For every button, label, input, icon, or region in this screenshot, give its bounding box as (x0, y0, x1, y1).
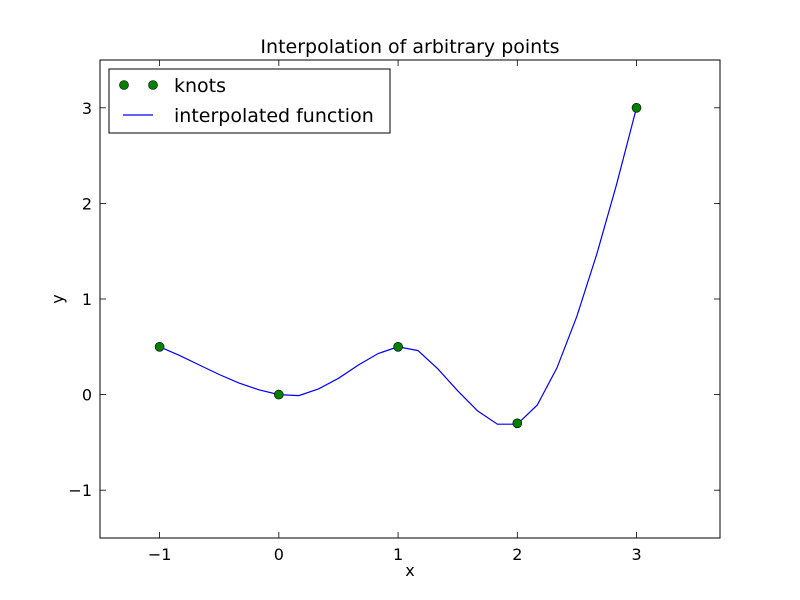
interpolated-function-line (159, 107, 638, 425)
knot-point-2 (393, 341, 403, 352)
y-tick-label-2: 1 (82, 290, 92, 309)
legend-knots-marker-1 (119, 80, 129, 90)
y-tick-label-1: 0 (82, 386, 92, 405)
x-tick-label-2: 1 (393, 545, 403, 564)
legend-label-interpolated: interpolated function (174, 105, 374, 127)
x-tick-label-1: 0 (274, 545, 284, 564)
legend-label-knots: knots (174, 75, 226, 97)
y-tick-label-0: −1 (68, 481, 92, 500)
legend-box (108, 68, 391, 134)
axis-ticks: −1 0 1 2 3 −1 0 1 2 3 (68, 60, 720, 564)
x-tick-label-0: −1 (148, 545, 172, 564)
chart-title: Interpolation of arbitrary points (260, 36, 559, 58)
knot-point-3 (512, 418, 523, 429)
x-tick-label-4: 3 (631, 545, 641, 564)
x-tick-label-3: 2 (512, 545, 522, 564)
legend-knots-marker-2 (148, 80, 158, 90)
knot-point-1 (273, 389, 284, 400)
knot-point-4 (631, 103, 642, 113)
knot-point-0 (154, 341, 165, 352)
y-tick-label-3: 2 (82, 194, 92, 213)
y-tick-label-4: 3 (82, 99, 92, 118)
x-axis-label: x (405, 561, 414, 580)
y-axis-label: y (48, 294, 67, 303)
plot-area (154, 103, 642, 429)
legend: knots interpolated function (108, 68, 391, 134)
